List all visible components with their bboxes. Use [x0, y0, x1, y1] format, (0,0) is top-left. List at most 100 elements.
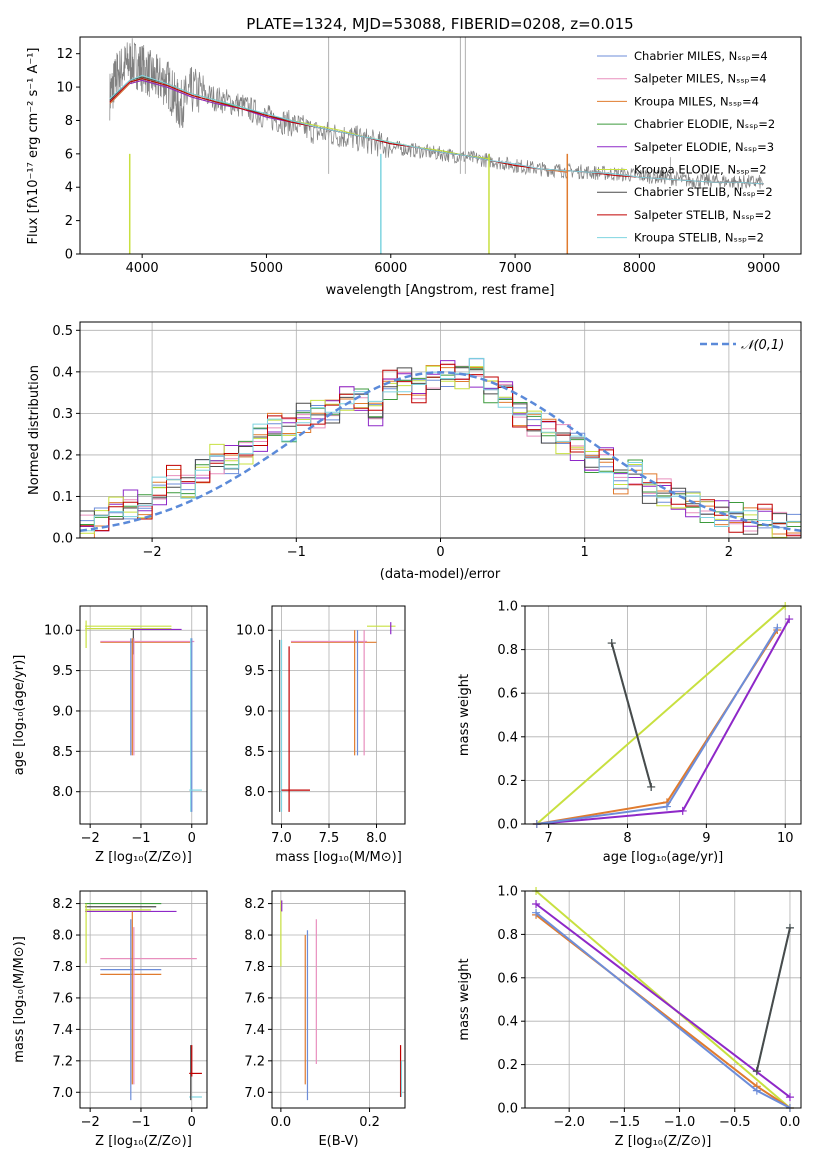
- series-point: [752, 1086, 761, 1095]
- x-axis-label: Z [log₁₀(Z/Z⊙)]: [615, 1134, 712, 1149]
- x-tick-label: 5000: [250, 261, 283, 276]
- y-axis-label: mass weight: [457, 958, 472, 1040]
- y-axis-label: age [log₁₀(age/yr)]: [12, 655, 27, 776]
- z-vs-massweight-panel: −2.0 −1.5 −1.0 −0.5 0.0 0.0 0.2 0.4 0.6 0.8 1.0 Z […: [457, 885, 802, 1149]
- legend-label: Kroupa MILES, Nₛₛₚ=4: [634, 94, 759, 108]
- legend-label: Salpeter MILES, Nₛₛₚ=4: [634, 72, 767, 86]
- gaussian-curve: [79, 371, 802, 532]
- y-tick-label: 0.5: [52, 324, 73, 339]
- x-tick-label: −2.0: [553, 1115, 585, 1130]
- x-tick-label: 2: [725, 545, 733, 560]
- y-tick-label: 7.6: [244, 991, 265, 1006]
- series-line: [535, 903, 791, 1098]
- z-vs-age-panel: −2 −1 0 8.0 8.5 9.0 9.5 10.0 Z [log₁₀(Z/Z⊙)] age …: [12, 605, 208, 865]
- x-tick-label: −1: [131, 1115, 150, 1130]
- y-tick-label: 9.5: [52, 664, 73, 679]
- y-tick-label: 0.1: [52, 490, 73, 505]
- y-tick-label: 1.0: [497, 885, 518, 900]
- mass-vs-age-panel: 7.0 7.5 8.0 8.0 8.5 9.0 9.5 10.0 mass [log₁₀(M/M…: [236, 605, 406, 865]
- y-tick-label: 0.0: [497, 818, 518, 833]
- y-tick-label: 0.2: [497, 774, 518, 789]
- y-tick-label: 7.8: [52, 960, 73, 975]
- series-line: [536, 605, 786, 825]
- x-tick-label: 8: [623, 831, 631, 846]
- series-point: [678, 806, 687, 815]
- x-tick-label: 7000: [499, 261, 532, 276]
- y-tick-label: 9.0: [244, 704, 265, 719]
- y-tick-label: 8.0: [244, 929, 265, 944]
- axes-frame: [524, 890, 802, 1109]
- y-tick-label: 7.4: [52, 1023, 73, 1038]
- residual-ylabel: Normed distribution: [27, 365, 42, 495]
- y-axis-label: mass [log₁₀(M/M⊙)]: [12, 936, 27, 1063]
- y-tick-label: 8.0: [52, 785, 73, 800]
- x-tick-label: 9000: [747, 261, 780, 276]
- spectrum-legend: Chabrier MILES, Nₛₛₚ=4 Salpeter MILES, Nₛ…: [597, 49, 775, 245]
- axes-frame: [271, 605, 406, 825]
- x-tick-label: 0: [188, 1115, 196, 1130]
- axes-frame: [79, 890, 208, 1109]
- x-tick-label: −1.0: [664, 1115, 696, 1130]
- observed-spectrum: [109, 38, 764, 190]
- y-tick-label: 8.5: [244, 745, 265, 760]
- series-line: [610, 642, 653, 788]
- x-axis-label: mass [log₁₀(M/M⊙)]: [275, 850, 402, 865]
- x-tick-label: 0.0: [780, 1115, 801, 1130]
- x-tick-label: −2: [143, 545, 162, 560]
- y-tick-label: 0.8: [497, 928, 518, 943]
- histogram-step: [80, 363, 801, 537]
- y-tick-label: 7.0: [244, 1086, 265, 1101]
- legend-label: Chabrier STELIB, Nₛₛₚ=2: [634, 185, 773, 199]
- x-tick-label: −1: [287, 545, 306, 560]
- residual-panel: −2 −1 0 1 2 0.0 0.1 0.2 0.3 0.4 0.5 (data-model)/e…: [27, 321, 802, 582]
- y-tick-label: 1.0: [497, 600, 518, 615]
- x-tick-label: 8.0: [366, 831, 387, 846]
- series-point: [773, 623, 782, 632]
- plot-area: [280, 900, 403, 1101]
- plot-area: [532, 887, 794, 1112]
- histogram-step: [80, 367, 801, 535]
- series-point: [752, 1067, 761, 1076]
- series-point: [647, 782, 656, 791]
- y-tick-label: 7.2: [244, 1054, 265, 1069]
- x-tick-label: 7: [545, 831, 553, 846]
- plot-area: [85, 902, 202, 1101]
- y-tick-label: 8.2: [244, 897, 265, 912]
- series-point: [785, 923, 794, 932]
- y-tick-label: 0.4: [52, 365, 73, 380]
- ebv-vs-mass-panel: 0.0 0.2 7.0 7.2 7.4 7.6 7.8 8.0 8.2 E(B-V): [244, 890, 406, 1149]
- series-point: [662, 802, 671, 811]
- x-tick-label: −2: [81, 831, 100, 846]
- y-tick-label: 10.0: [44, 624, 73, 639]
- x-axis-label: age [log₁₀(age/yr)]: [603, 850, 724, 865]
- y-tick-label: 4: [65, 181, 73, 196]
- x-tick-label: 8000: [623, 261, 656, 276]
- y-tick-label: 0.8: [497, 643, 518, 658]
- x-tick-label: −0.5: [719, 1115, 751, 1130]
- y-tick-label: 0.2: [497, 1058, 518, 1073]
- x-axis-label: Z [log₁₀(Z/Z⊙)]: [95, 1134, 192, 1149]
- x-tick-label: 1: [581, 545, 589, 560]
- y-tick-label: 8.0: [244, 785, 265, 800]
- residual-legend-label: 𝒩(0,1): [741, 338, 784, 353]
- y-tick-label: 0.0: [52, 532, 73, 547]
- age-vs-massweight-panel: 7 8 9 10 0.0 0.2 0.4 0.6 0.8 1.0 age [log₁₀(age/yr…: [457, 600, 802, 865]
- x-tick-label: 10: [777, 831, 794, 846]
- legend-label: Chabrier MILES, Nₛₛₚ=4: [634, 49, 768, 63]
- y-tick-label: 7.0: [52, 1086, 73, 1101]
- x-tick-label: 0: [436, 545, 444, 560]
- y-tick-label: 0.4: [497, 1015, 518, 1030]
- x-tick-label: −2: [81, 1115, 100, 1130]
- series-point: [607, 639, 616, 648]
- legend-label: Salpeter STELIB, Nₛₛₚ=2: [634, 208, 772, 222]
- axes-frame: [271, 890, 406, 1109]
- x-tick-label: 0: [188, 831, 196, 846]
- residual-legend: 𝒩(0,1): [700, 338, 784, 353]
- y-tick-label: 0.2: [52, 448, 73, 463]
- spectrum-ylabel: Flux [fλ10⁻¹⁷ erg cm⁻² s⁻¹ A⁻¹]: [26, 48, 41, 245]
- y-tick-label: 0.3: [52, 407, 73, 422]
- y-tick-label: 7.4: [244, 1023, 265, 1038]
- y-tick-label: 0.4: [497, 730, 518, 745]
- x-tick-label: 4000: [126, 261, 159, 276]
- histogram-step: [80, 357, 801, 532]
